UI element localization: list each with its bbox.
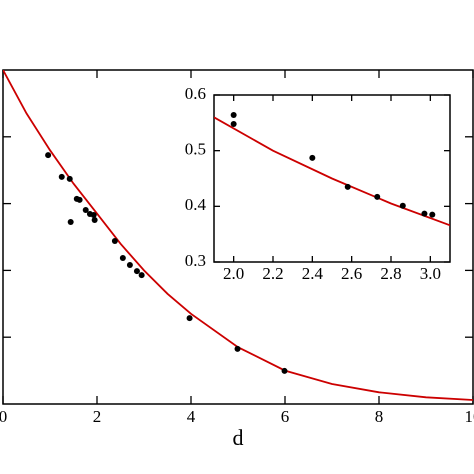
data-point: [309, 154, 316, 161]
data-point: [58, 173, 65, 180]
plot-frame: [213, 94, 451, 263]
data-point: [399, 202, 406, 209]
data-point: [138, 272, 145, 279]
x-tick-label: 2.4: [302, 264, 324, 283]
data-point: [374, 193, 381, 200]
data-point: [281, 367, 288, 374]
y-tick-label: 0.3: [185, 251, 206, 270]
x-tick-label: 2.6: [341, 264, 362, 283]
x-tick-label: 2.8: [380, 264, 401, 283]
data-point: [90, 211, 97, 218]
data-point: [234, 345, 241, 352]
plot-frame: [2, 69, 474, 405]
y-tick-label: 0.6: [185, 84, 206, 103]
data-point: [66, 175, 73, 182]
x-tick-label: 3.0: [420, 264, 441, 283]
data-point: [421, 210, 428, 217]
x-tick-label: 2.2: [262, 264, 283, 283]
x-tick-label: 0: [0, 407, 7, 426]
data-point: [230, 120, 237, 127]
fit-curve: [214, 116, 450, 227]
x-tick-label: 2.0: [223, 264, 244, 283]
x-tick-label: 10: [465, 407, 474, 426]
x-axis-label: d: [233, 425, 244, 450]
x-tick-label: 4: [187, 407, 196, 426]
fit-curve: [3, 70, 473, 401]
data-point: [91, 216, 98, 223]
data-point: [133, 268, 140, 275]
x-tick-label: 6: [281, 407, 290, 426]
data-point: [230, 112, 237, 119]
data-point: [45, 152, 52, 159]
data-point: [126, 262, 133, 269]
data-point: [119, 255, 126, 262]
data-point: [186, 315, 193, 322]
data-point: [67, 218, 74, 225]
data-point: [82, 206, 89, 213]
x-tick-label: 2: [93, 407, 102, 426]
x-tick-label: 8: [375, 407, 384, 426]
y-tick-label: 0.5: [185, 140, 206, 159]
data-point: [344, 183, 351, 190]
data-point: [429, 211, 436, 218]
data-point: [111, 238, 118, 245]
data-point: [76, 196, 83, 203]
y-tick-label: 0.4: [185, 195, 207, 214]
